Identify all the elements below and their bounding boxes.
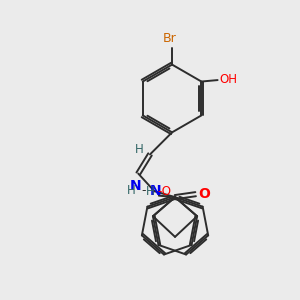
- Text: N: N: [130, 179, 142, 193]
- Text: -O: -O: [158, 185, 171, 198]
- Text: O: O: [198, 187, 210, 201]
- Text: Br: Br: [162, 32, 176, 45]
- Text: H: H: [146, 185, 154, 198]
- Text: H: H: [135, 142, 144, 156]
- Text: OH: OH: [219, 73, 237, 86]
- Text: -: -: [141, 184, 146, 197]
- Text: H: H: [127, 184, 135, 197]
- Text: N: N: [150, 184, 162, 198]
